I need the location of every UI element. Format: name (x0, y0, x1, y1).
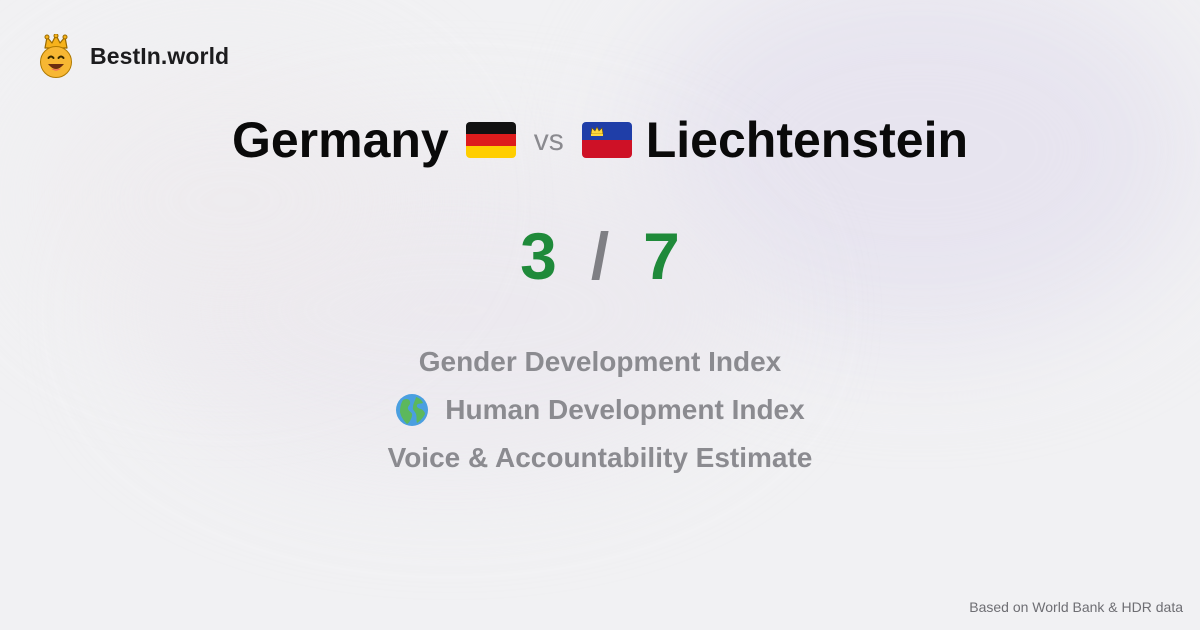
score-right: 7 (643, 219, 680, 293)
vs-label: vs (533, 124, 564, 157)
metric-label: Voice & Accountability Estimate (387, 442, 813, 473)
metrics-list: Gender Development Index Human Developme… (0, 338, 1200, 482)
comparison-title: Germany vs Liechtenstein (0, 108, 1200, 172)
crown-smiley-icon (40, 34, 72, 78)
background-glow (30, 60, 430, 340)
score: 3 / 7 (0, 214, 1200, 298)
data-source-note: Based on World Bank & HDR data (969, 599, 1183, 615)
brand[interactable]: BestIn.world (38, 34, 229, 78)
country-left[interactable]: Germany (231, 112, 449, 168)
country-right[interactable]: Liechtenstein (645, 112, 969, 168)
metric-item: Human Development Index (0, 386, 1200, 434)
brand-name: BestIn.world (90, 42, 230, 69)
metric-label: Gender Development Index (418, 346, 782, 377)
metric-label: Human Development Index (445, 394, 805, 425)
score-left: 3 (520, 219, 557, 293)
germany-flag-icon (465, 122, 516, 158)
metric-item: Gender Development Index (0, 338, 1200, 386)
score-separator: / (590, 219, 610, 293)
metric-item: Voice & Accountability Estimate (0, 434, 1200, 482)
liechtenstein-flag-icon (581, 122, 632, 158)
globe-icon (396, 394, 429, 426)
